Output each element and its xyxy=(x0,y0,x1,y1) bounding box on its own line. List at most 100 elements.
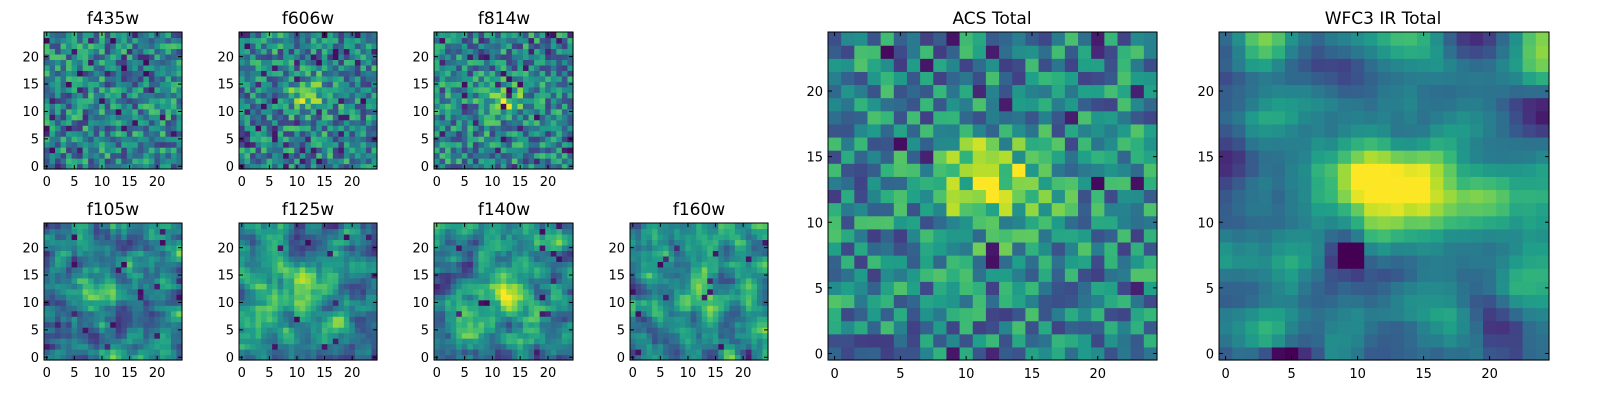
heatmap-cell xyxy=(316,228,323,235)
heatmap-cell xyxy=(690,261,697,268)
heatmap-cell xyxy=(550,299,557,306)
heatmap-cell xyxy=(132,158,139,165)
heatmap-cell xyxy=(561,343,569,350)
heatmap-cell xyxy=(250,239,257,246)
heatmap-cell xyxy=(244,108,251,115)
heatmap-cell xyxy=(1012,163,1026,177)
heatmap-cell xyxy=(88,239,95,246)
heatmap-cell xyxy=(880,228,895,243)
heatmap-cell xyxy=(88,266,95,273)
axes-frame-f814w xyxy=(433,31,574,170)
heatmap-cell xyxy=(137,261,144,268)
heatmap-cell xyxy=(365,92,373,99)
heatmap-cell xyxy=(343,250,350,257)
heatmap-cell xyxy=(272,158,279,165)
heatmap-cell xyxy=(121,152,128,159)
heatmap-cell xyxy=(635,343,642,350)
heatmap-cell xyxy=(456,37,463,44)
heatmap-cell xyxy=(126,59,133,66)
heatmap-cell xyxy=(456,97,463,104)
heatmap-cell xyxy=(641,310,648,317)
heatmap-cell xyxy=(450,332,457,339)
heatmap-cell xyxy=(690,338,697,345)
heatmap-cell xyxy=(283,294,290,301)
heatmap-cell xyxy=(539,343,546,350)
heatmap-cell xyxy=(99,86,106,93)
heatmap-cell xyxy=(1038,228,1053,243)
heatmap-cell xyxy=(445,255,452,262)
heatmap-cell xyxy=(349,59,356,66)
heatmap-cell xyxy=(528,261,535,268)
heatmap-cell xyxy=(646,343,653,350)
heatmap-cell xyxy=(511,343,518,350)
heatmap-cell xyxy=(250,332,257,339)
heatmap-cell xyxy=(165,310,172,317)
heatmap-cell xyxy=(277,97,284,104)
heatmap-cell xyxy=(310,147,317,154)
heatmap-cell xyxy=(522,327,530,334)
heatmap-cell xyxy=(712,294,719,301)
heatmap-cell xyxy=(159,310,167,317)
heatmap-cell xyxy=(461,250,468,257)
heatmap-cell xyxy=(723,266,730,273)
heatmap-cell xyxy=(478,294,485,301)
heatmap-cell xyxy=(49,103,56,110)
heatmap-cell xyxy=(159,70,167,77)
heatmap-cell xyxy=(696,349,703,356)
heatmap-cell xyxy=(165,255,172,262)
heatmap-cell xyxy=(495,250,502,257)
heatmap-cell xyxy=(93,332,100,339)
heatmap-cell xyxy=(272,266,279,273)
heatmap-cell xyxy=(148,163,155,170)
heatmap-cell xyxy=(170,32,178,39)
heatmap-cell xyxy=(255,261,262,268)
heatmap-cell xyxy=(534,261,541,268)
heatmap-cell xyxy=(104,244,111,251)
heatmap-cell xyxy=(880,255,895,269)
heatmap-cell xyxy=(506,64,513,71)
heatmap-cell xyxy=(646,255,653,262)
heatmap-cell xyxy=(121,316,128,323)
heatmap-cell xyxy=(371,158,378,165)
heatmap-cell xyxy=(272,86,279,93)
heatmap-cell xyxy=(283,86,290,93)
heatmap-cell xyxy=(500,223,507,230)
heatmap-cell xyxy=(110,233,117,241)
heatmap-cell xyxy=(299,130,306,137)
heatmap-cell xyxy=(104,32,111,39)
heatmap-cell xyxy=(132,343,139,350)
heatmap-cell xyxy=(66,239,73,246)
heatmap-cell xyxy=(327,244,334,251)
heatmap-cell xyxy=(450,97,457,104)
heatmap-cell xyxy=(646,332,653,339)
heatmap-cell xyxy=(82,97,89,104)
heatmap-cell xyxy=(110,354,117,361)
heatmap-cell xyxy=(674,316,681,323)
heatmap-cell xyxy=(332,152,339,159)
heatmap-cell xyxy=(321,272,328,279)
heatmap-cell xyxy=(1091,241,1105,256)
heatmap-cell xyxy=(1078,281,1092,295)
heatmap-cell xyxy=(121,59,128,66)
axes-frame-f105w xyxy=(43,222,183,361)
heatmap-cell xyxy=(745,266,753,273)
heatmap-cell xyxy=(60,97,67,104)
heatmap-cell xyxy=(456,354,463,361)
heatmap-cell xyxy=(99,244,106,251)
heatmap-cell xyxy=(707,294,714,301)
heatmap-cell xyxy=(349,228,356,235)
heatmap-cell xyxy=(550,343,557,350)
heatmap-cell xyxy=(1064,268,1079,282)
heatmap-cell xyxy=(495,75,502,82)
heatmap-cell xyxy=(143,338,150,345)
heatmap-cell xyxy=(685,244,692,251)
heatmap-cell xyxy=(126,158,133,165)
heatmap-cell xyxy=(528,283,535,290)
heatmap-cell xyxy=(495,86,502,93)
heatmap-cell xyxy=(77,239,84,246)
heatmap-cell xyxy=(137,158,144,165)
heatmap-cell xyxy=(434,103,441,110)
heatmap-cell xyxy=(343,75,350,82)
heatmap-cell xyxy=(946,268,961,282)
heatmap-cell xyxy=(332,250,339,257)
